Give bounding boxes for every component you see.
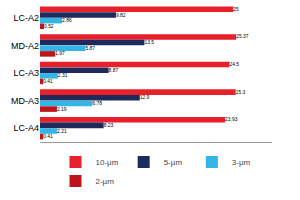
svg-text:1.97: 1.97 bbox=[55, 51, 65, 56]
svg-text:25.3: 25.3 bbox=[236, 90, 246, 95]
svg-text:10-µm: 10-µm bbox=[96, 158, 119, 167]
svg-text:13.5: 13.5 bbox=[144, 40, 154, 45]
svg-text:8.87: 8.87 bbox=[109, 68, 119, 73]
svg-text:2-µm: 2-µm bbox=[96, 177, 115, 186]
svg-text:0.41: 0.41 bbox=[43, 79, 53, 84]
svg-text:0.52: 0.52 bbox=[44, 24, 54, 29]
svg-text:2.19: 2.19 bbox=[57, 107, 67, 112]
svg-text:LC-A4: LC-A4 bbox=[13, 123, 39, 133]
svg-text:12.9: 12.9 bbox=[140, 95, 150, 100]
svg-text:25: 25 bbox=[233, 7, 239, 12]
svg-text:MD-A3: MD-A3 bbox=[11, 96, 39, 106]
svg-text:6.78: 6.78 bbox=[92, 101, 102, 106]
svg-text:23.93: 23.93 bbox=[225, 117, 238, 122]
svg-text:2.21: 2.21 bbox=[57, 129, 67, 134]
svg-text:5.87: 5.87 bbox=[85, 46, 95, 51]
svg-text:MD-A2: MD-A2 bbox=[11, 41, 39, 51]
svg-text:8.23: 8.23 bbox=[104, 123, 114, 128]
svg-text:2.31: 2.31 bbox=[58, 73, 68, 78]
svg-text:25.37: 25.37 bbox=[236, 34, 249, 39]
svg-text:3-µm: 3-µm bbox=[232, 158, 251, 167]
svg-text:LC-A3: LC-A3 bbox=[13, 68, 39, 78]
svg-text:24.5: 24.5 bbox=[229, 62, 239, 67]
svg-text:2.86: 2.86 bbox=[62, 18, 72, 23]
svg-text:9.82: 9.82 bbox=[116, 13, 126, 18]
svg-text:LC-A2: LC-A2 bbox=[13, 13, 39, 23]
svg-text:5-µm: 5-µm bbox=[164, 158, 183, 167]
svg-text:0.41: 0.41 bbox=[43, 134, 53, 139]
